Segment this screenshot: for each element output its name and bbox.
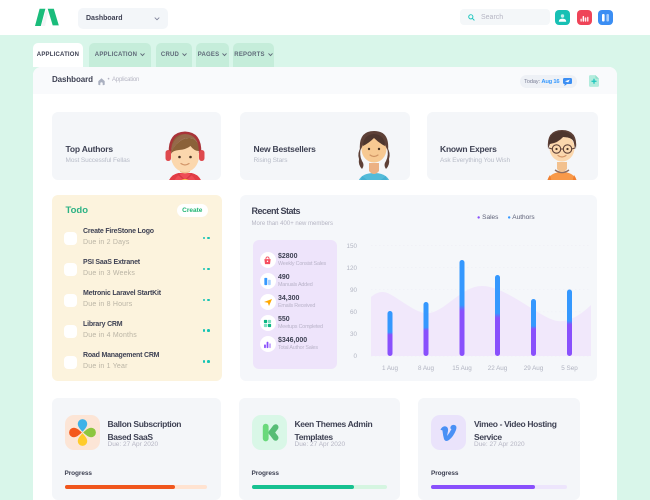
- svg-text:60: 60: [350, 309, 358, 316]
- svg-text:30: 30: [350, 331, 358, 338]
- svg-text:29 Aug: 29 Aug: [524, 365, 544, 372]
- svg-text:0: 0: [353, 353, 357, 360]
- svg-text:150: 150: [346, 243, 357, 250]
- svg-text:90: 90: [350, 287, 358, 294]
- svg-text:5 Sep: 5 Sep: [561, 365, 578, 372]
- svg-text:22 Aug: 22 Aug: [488, 365, 508, 372]
- svg-text:15 Aug: 15 Aug: [452, 365, 472, 372]
- svg-text:8 Aug: 8 Aug: [418, 365, 435, 372]
- svg-text:120: 120: [346, 265, 357, 272]
- svg-text:1 Aug: 1 Aug: [382, 365, 399, 372]
